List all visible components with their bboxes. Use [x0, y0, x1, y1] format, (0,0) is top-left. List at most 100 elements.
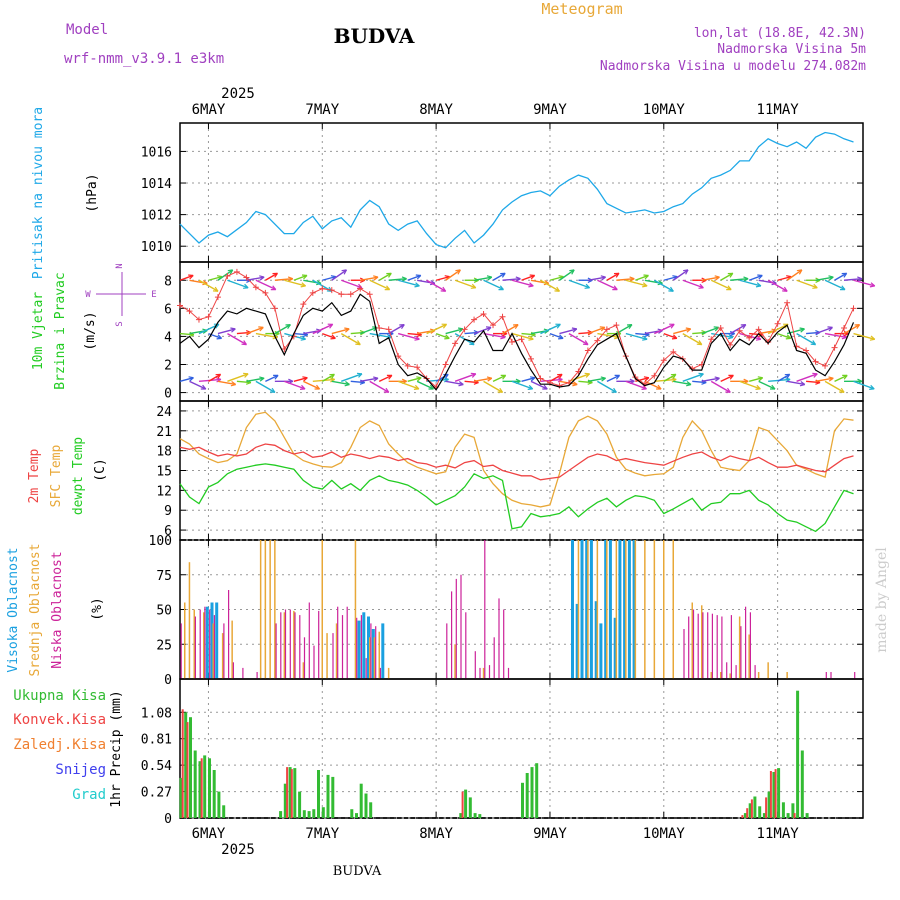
- wind-gust-marker: [414, 364, 421, 371]
- wind-arrow-head: [755, 335, 762, 341]
- wind-arrow-head: [416, 376, 422, 382]
- wind-arrow: [786, 269, 803, 281]
- wind-arrow: [227, 332, 247, 346]
- compass-rose: N W E S: [85, 263, 156, 326]
- wind-arrow: [635, 332, 650, 336]
- wind-arrow: [426, 279, 447, 292]
- wind-arrow-head: [782, 286, 788, 292]
- wind-arrow-head: [486, 275, 493, 281]
- wind-arrow: [549, 332, 564, 340]
- wind-arrow-head: [643, 274, 649, 280]
- wind-arrow: [635, 274, 649, 281]
- temp-2m-line: [179, 443, 854, 481]
- precip-total-bar: [321, 807, 325, 818]
- wind-arrow: [739, 279, 762, 287]
- wind-arrow: [426, 323, 447, 335]
- cloud-low-bar: [474, 651, 476, 679]
- precip-total-bar: [184, 712, 188, 818]
- cloud-low-bar: [209, 609, 211, 679]
- cloud-mid-bar: [354, 540, 357, 679]
- wind-arrow: [407, 332, 422, 336]
- cloud-low-bar: [479, 667, 481, 679]
- wind-gust-marker: [357, 285, 364, 292]
- wind-arrow: [312, 323, 334, 335]
- wind-arrow-head: [869, 335, 876, 341]
- precip-unit: 1hr Precip (mm): [109, 690, 124, 807]
- wind-arrow: [625, 380, 647, 390]
- wind-gust-marker: [214, 294, 221, 301]
- precip-total-bar: [298, 791, 302, 818]
- wind-arrow-head: [842, 374, 848, 380]
- cloud-high-bar: [362, 612, 366, 679]
- coordinates: lon,lat (18.8E, 42.3N): [694, 26, 866, 41]
- cloud-low-bar: [199, 609, 201, 679]
- wind-arrow-head: [600, 376, 606, 382]
- wind-arrow: [682, 373, 704, 383]
- wind-arrow-head: [810, 340, 817, 346]
- wind-gust-marker: [243, 274, 250, 281]
- precip-total-bar: [468, 797, 472, 818]
- temperature-ytick-label: 12: [156, 484, 172, 499]
- precip-total-bar: [791, 803, 795, 818]
- wind-arrow: [246, 276, 265, 281]
- clouds-panel: 0 25 50 75 100: [149, 534, 864, 688]
- wind-arrow: [701, 377, 720, 383]
- wind-arrow: [492, 272, 506, 281]
- wind-arrow: [767, 323, 789, 335]
- wind-arrow: [597, 332, 620, 339]
- cloud-mid-bar: [274, 540, 276, 679]
- cloud-low-bar: [716, 615, 718, 679]
- wind-arrow: [227, 373, 249, 383]
- precip-total-bar: [359, 783, 363, 818]
- wind-arrow: [322, 275, 336, 281]
- precip-total-bar: [525, 773, 529, 818]
- wind-arrow: [843, 323, 860, 335]
- bottom-day-label-11MAY: 11MAY: [757, 826, 800, 842]
- wind-arrow: [692, 380, 707, 384]
- precip-total-bar: [772, 772, 776, 818]
- wind-arrow: [416, 380, 434, 390]
- wind-arrow-head: [527, 384, 534, 390]
- wind-arrow-head: [582, 340, 589, 346]
- wind-gust-marker: [271, 305, 278, 312]
- wind-arrow: [568, 332, 589, 346]
- temp-sfc-line: [179, 411, 854, 508]
- wind-arrow-head: [188, 376, 194, 382]
- precip-convective-bar: [186, 722, 189, 818]
- wind-arrow-head: [642, 335, 648, 341]
- wind-arrow: [341, 373, 363, 383]
- compass-e: E: [151, 290, 156, 300]
- wind-arrow: [360, 276, 379, 281]
- wind-arrow: [492, 374, 507, 382]
- precip-total-bar: [279, 811, 283, 818]
- wind-arrow-head: [401, 276, 407, 282]
- cloud-low-bar: [726, 662, 728, 679]
- wind-arrow: [255, 279, 277, 291]
- cloud-high-bar: [205, 606, 209, 679]
- cloud-low-bar: [749, 612, 751, 679]
- wind-ytick-label: 2: [164, 358, 172, 373]
- cloud-mid-bar: [767, 662, 769, 679]
- wind-arrow-head: [670, 373, 677, 379]
- wind-arrow: [597, 380, 617, 393]
- cloud-high-bar: [580, 540, 584, 679]
- precip-total-bar: [317, 770, 320, 818]
- cloud-low-bar: [854, 672, 856, 679]
- wind-arrow-head: [698, 372, 704, 378]
- cloud-low-bar: [379, 667, 381, 679]
- wind-arrow: [208, 275, 223, 281]
- wind-arrow: [303, 380, 320, 390]
- precip-total-bar: [781, 802, 785, 818]
- wind-gust-marker: [831, 344, 838, 351]
- wind-arrow-head: [840, 285, 846, 291]
- wind-arrow: [397, 380, 420, 390]
- wind-arrow-head: [415, 274, 422, 280]
- wind-arrow: [473, 326, 492, 335]
- wind-arrow-head: [230, 327, 236, 333]
- wind-arrow: [407, 274, 422, 281]
- cloud-mid-bar: [264, 540, 267, 679]
- cloud-high-bar: [571, 540, 574, 679]
- wind-arrow-head: [470, 283, 477, 289]
- wind-arrow: [293, 332, 308, 336]
- wind-arrow: [359, 326, 378, 335]
